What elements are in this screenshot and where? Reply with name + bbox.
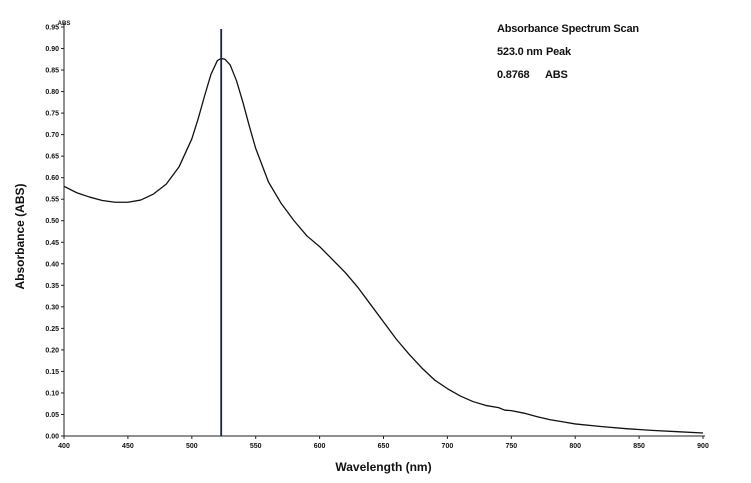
y-tick-label: 0.00 bbox=[45, 434, 59, 441]
x-axis-title: Wavelength (nm) bbox=[335, 460, 431, 474]
x-tick-label: 700 bbox=[442, 443, 454, 450]
x-tick-label: 650 bbox=[378, 443, 390, 450]
x-tick-label: 600 bbox=[314, 443, 326, 450]
y-tick-label: 0.45 bbox=[45, 240, 59, 247]
peak-value: 523.0 nm bbox=[497, 46, 543, 58]
x-tick-label: 500 bbox=[186, 443, 198, 450]
x-tick-label: 800 bbox=[569, 443, 581, 450]
y-tick-label: 0.35 bbox=[45, 283, 59, 290]
y-tick-label: 0.65 bbox=[45, 154, 59, 161]
x-tick-label: 450 bbox=[122, 443, 134, 450]
spectrum-line bbox=[63, 57, 704, 434]
y-tick-label: 0.40 bbox=[45, 261, 59, 268]
y-tick-label: 0.55 bbox=[45, 197, 59, 204]
y-tick-label: 0.70 bbox=[45, 132, 59, 139]
y-tick-label: 0.50 bbox=[45, 218, 59, 225]
y-tick-label: 0.60 bbox=[45, 175, 59, 182]
y-tick-label: 0.80 bbox=[45, 89, 59, 96]
annotation-title: Absorbance Spectrum Scan bbox=[497, 23, 639, 35]
abs-value: 0.8768 bbox=[497, 69, 530, 81]
x-tick-label: 400 bbox=[58, 443, 70, 450]
x-tick-label: 750 bbox=[505, 443, 517, 450]
peak-readout: 523.0 nm Peak bbox=[497, 46, 571, 58]
y-tick-label: 0.20 bbox=[45, 347, 59, 354]
y-tick-label: 0.85 bbox=[45, 68, 59, 75]
x-tick-label: 850 bbox=[633, 443, 645, 450]
y-tick-label: 0.10 bbox=[45, 390, 59, 397]
abs-readout: 0.8768 ABS bbox=[497, 69, 568, 81]
y-tick-label: 0.75 bbox=[45, 111, 59, 118]
y-tick-label: 0.30 bbox=[45, 304, 59, 311]
y-tick-label: 0.05 bbox=[45, 412, 59, 419]
y-axis-title: Absorbance (ABS) bbox=[13, 183, 27, 289]
y-unit-label: ABS bbox=[58, 21, 71, 27]
x-tick-label: 900 bbox=[697, 443, 709, 450]
x-tick-label: 550 bbox=[250, 443, 262, 450]
y-tick-label: 0.25 bbox=[45, 326, 59, 333]
y-tick-label: 0.95 bbox=[45, 25, 59, 32]
y-tick-label: 0.90 bbox=[45, 46, 59, 53]
peak-label: Peak bbox=[546, 46, 571, 58]
y-tick-label: 0.15 bbox=[45, 369, 59, 376]
abs-label: ABS bbox=[545, 69, 568, 81]
